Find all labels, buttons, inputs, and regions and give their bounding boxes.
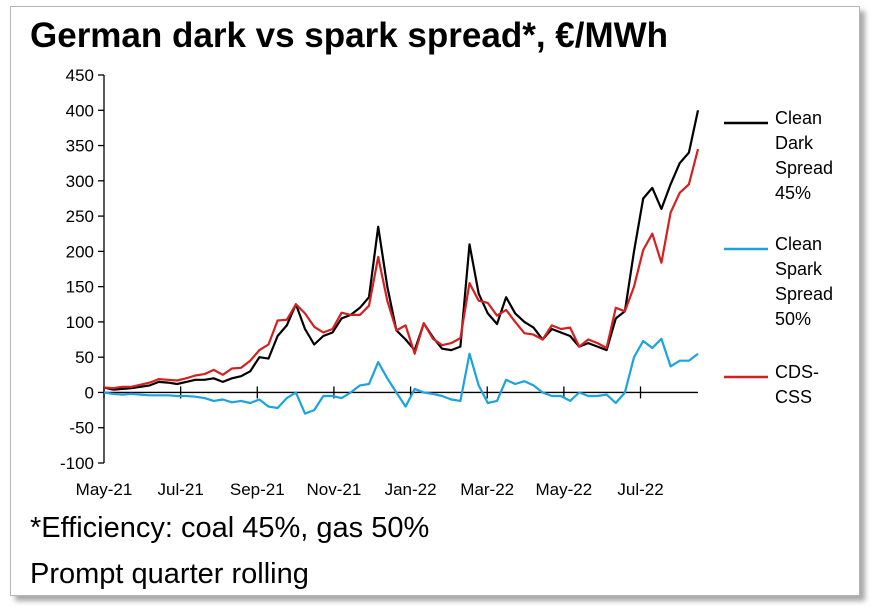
y-tick-label: -100 (60, 454, 94, 473)
y-tick-label: 0 (85, 383, 94, 402)
y-tick-label: 150 (66, 278, 94, 297)
y-tick-label: 450 (66, 66, 94, 85)
y-tick-label: 200 (66, 242, 94, 261)
series-line-2 (103, 148, 700, 390)
x-tick-label: Mar-22 (460, 480, 514, 499)
legend-label: Spread (775, 284, 833, 304)
y-tick-label: 100 (66, 313, 94, 332)
legend-label: CDS- (775, 362, 819, 382)
legend-label: Clean (775, 234, 822, 254)
series-line-0 (103, 110, 700, 391)
y-tick-label: 350 (66, 137, 94, 156)
y-tick-label: 250 (66, 207, 94, 226)
series-line-1 (103, 337, 699, 415)
x-tick-label: Jan-22 (385, 480, 437, 499)
chart-legend: Clean Dark Spread 45% Clean Spark Spread 50% CDS… (724, 108, 833, 407)
y-tick-label: 300 (66, 172, 94, 191)
x-tick-label: May-22 (536, 480, 593, 499)
y-tick-label: 50 (75, 348, 94, 367)
legend-label: CSS (775, 387, 812, 407)
chart-series (103, 110, 700, 415)
legend-label: Spark (775, 259, 823, 279)
legend-label: Spread (775, 158, 833, 178)
chart-title: German dark vs spark spread*, €/MWh (30, 16, 669, 55)
x-tick-label: May-21 (76, 480, 133, 499)
legend-label: Clean (775, 108, 822, 128)
chart-axes: 450 400 350 300 250 200 150 100 50 0 -50 -100 May-21… (60, 66, 698, 499)
x-tick-label: Jul-21 (157, 480, 203, 499)
y-tick-label: -50 (69, 419, 94, 438)
chart-frame (10, 6, 860, 596)
legend-label: Dark (775, 133, 814, 153)
x-tick-label: Nov-21 (307, 480, 362, 499)
footnote-efficiency: *Efficiency: coal 45%, gas 50% (30, 512, 430, 544)
x-tick-label: Jul-22 (617, 480, 663, 499)
footnote-prompt-quarter: Prompt quarter rolling (30, 558, 309, 590)
legend-label: 45% (775, 183, 811, 203)
y-tick-label: 400 (66, 101, 94, 120)
legend-label: 50% (775, 309, 811, 329)
x-tick-label: Sep-21 (230, 480, 285, 499)
